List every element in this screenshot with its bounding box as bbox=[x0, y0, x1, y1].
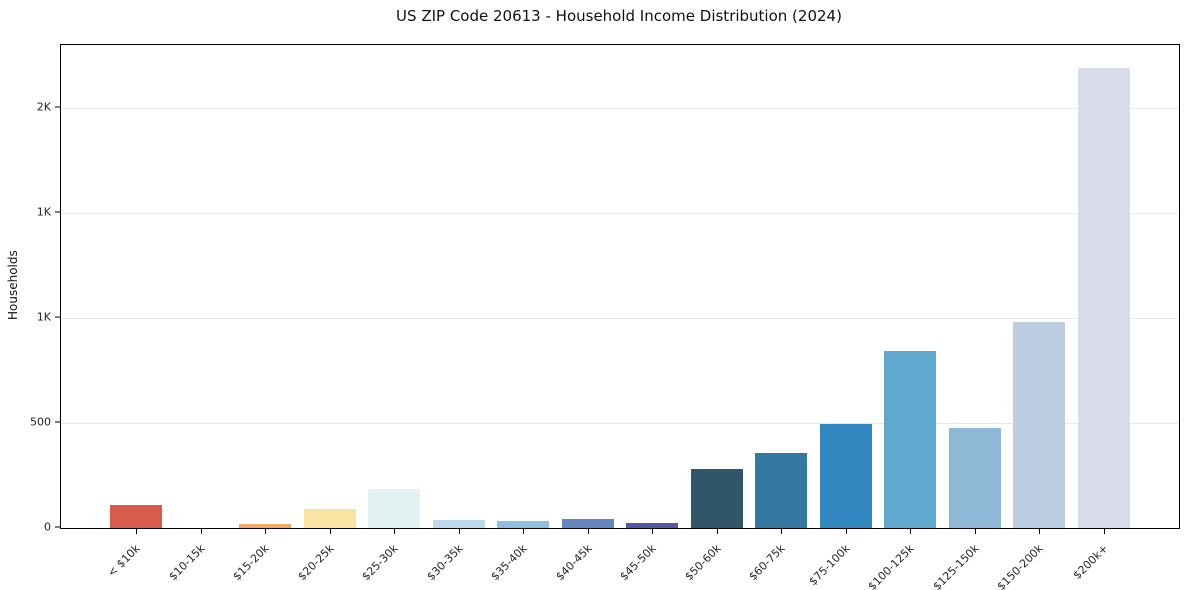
bar-15-20k bbox=[239, 523, 292, 528]
y-tick-mark bbox=[55, 316, 60, 318]
plot-area bbox=[60, 44, 1180, 529]
x-tick-mark bbox=[781, 529, 783, 534]
x-tick-mark bbox=[587, 529, 589, 534]
bar-40-45k bbox=[561, 518, 614, 528]
x-tick-label: $30-35k bbox=[423, 541, 466, 584]
chart-title: US ZIP Code 20613 - Household Income Dis… bbox=[396, 7, 842, 25]
y-tick-label: 500 bbox=[30, 415, 51, 429]
y-tick-label: 1K bbox=[36, 310, 51, 324]
x-tick-label: $200k+ bbox=[1070, 541, 1111, 582]
x-tick-mark bbox=[910, 529, 912, 534]
bar-30-35k bbox=[432, 519, 485, 528]
x-tick-label: $45-50k bbox=[617, 541, 659, 584]
bar-10k bbox=[110, 504, 162, 528]
y-tick-mark bbox=[55, 106, 60, 108]
x-tick-label: $20-25k bbox=[294, 541, 337, 584]
y-tick-label: 0 bbox=[44, 520, 51, 534]
x-tick-label: $15-20k bbox=[230, 541, 272, 584]
x-tick-mark bbox=[265, 529, 267, 534]
gridline bbox=[61, 108, 1179, 109]
x-tick-label: $150-200k bbox=[994, 541, 1047, 590]
x-tick-mark bbox=[394, 529, 396, 534]
y-tick-label: 1K bbox=[36, 205, 51, 219]
bar-45-50k bbox=[626, 522, 679, 528]
x-tick-mark bbox=[974, 529, 976, 534]
x-tick-label: $25-30k bbox=[359, 541, 401, 584]
x-tick-mark bbox=[136, 529, 137, 534]
x-tick-label: $35-40k bbox=[488, 541, 530, 584]
bar-75-100k bbox=[819, 424, 872, 528]
bar-100-125k bbox=[884, 350, 937, 528]
x-tick-label: $75-100k bbox=[806, 541, 853, 589]
x-tick-label: $10-15k bbox=[165, 541, 208, 584]
x-tick-label: < $10k bbox=[105, 541, 143, 580]
x-tick-mark bbox=[1039, 529, 1041, 534]
y-tick-label: 2K bbox=[36, 100, 51, 114]
x-tick-mark bbox=[652, 529, 654, 534]
x-tick-mark bbox=[458, 529, 460, 534]
y-axis-title: Households bbox=[6, 250, 20, 321]
x-tick-label: $60-75k bbox=[746, 541, 788, 584]
bar-25-30k bbox=[368, 489, 421, 528]
bar-60-75k bbox=[755, 453, 808, 528]
x-tick-mark bbox=[1104, 529, 1105, 534]
x-tick-mark bbox=[200, 529, 202, 534]
x-tick-mark bbox=[523, 529, 525, 534]
x-tick-mark bbox=[716, 529, 718, 534]
gridline bbox=[61, 213, 1179, 214]
bar-200k bbox=[1078, 68, 1130, 528]
bar-50-60k bbox=[690, 469, 743, 528]
bar-20-25k bbox=[303, 509, 356, 528]
x-tick-label: $100-125k bbox=[865, 541, 917, 590]
bar-35-40k bbox=[497, 520, 550, 528]
y-tick-mark bbox=[55, 526, 60, 528]
bar-125-150k bbox=[948, 428, 1001, 528]
bar-150-200k bbox=[1013, 322, 1066, 528]
x-tick-mark bbox=[845, 529, 847, 534]
x-tick-mark bbox=[329, 529, 331, 534]
gridline bbox=[61, 423, 1179, 424]
y-tick-mark bbox=[55, 421, 60, 423]
x-tick-label: $40-45k bbox=[553, 541, 595, 584]
y-tick-mark bbox=[55, 211, 60, 213]
gridline bbox=[61, 318, 1179, 319]
x-tick-label: $50-60k bbox=[682, 541, 724, 584]
x-tick-label: $125-150k bbox=[930, 541, 982, 590]
